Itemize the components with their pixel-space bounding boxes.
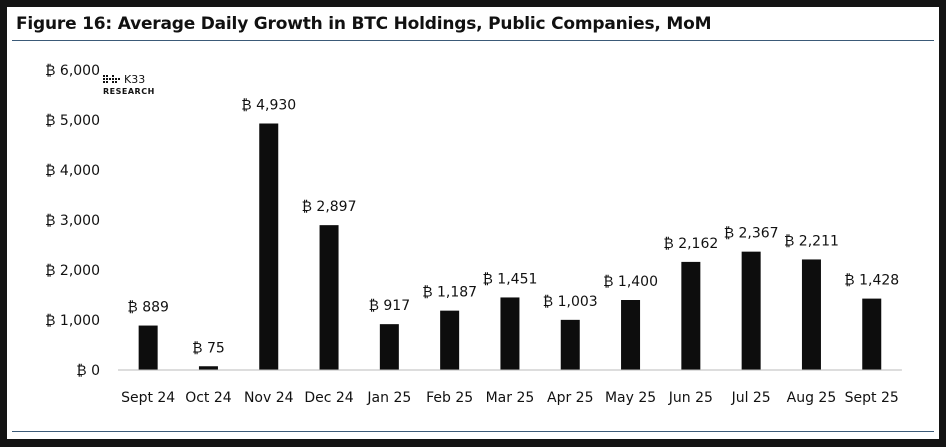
bar: [319, 225, 339, 370]
data-label: ₿ 1,400: [603, 274, 658, 290]
bar: [621, 300, 641, 370]
x-tick-label: Mar 25: [486, 390, 535, 406]
y-tick-label: ₿ 3,000: [45, 213, 100, 229]
x-tick-label: Jun 25: [668, 390, 713, 406]
y-tick-label: ₿ 6,000: [45, 63, 100, 79]
bar: [801, 259, 821, 370]
data-label: ₿ 75: [192, 340, 225, 356]
x-tick-label: Jul 25: [731, 390, 771, 406]
y-tick-label: ₿ 0: [76, 363, 100, 379]
x-tick-label: Sept 24: [121, 390, 175, 406]
bar: [440, 310, 460, 370]
category-labels: Sept 24 Oct 24 Nov 24 Dec 24 Jan 25 Feb 25 Mar…: [121, 390, 899, 406]
x-tick-label: Sept 25: [845, 390, 899, 406]
bar: [681, 261, 701, 370]
bar: [138, 325, 158, 370]
data-label: ₿ 2,211: [784, 233, 839, 249]
chart-title: Figure 16: Average Daily Growth in BTC H…: [16, 14, 712, 34]
k33-logo: K33 RESEARCH: [103, 73, 155, 96]
bar: [560, 319, 580, 370]
data-label: ₿ 4,930: [241, 98, 296, 114]
data-labels: ₿ 889 ₿ 75 ₿ 4,930 ₿ 2,897 ₿ 917 ₿ 1,187 ₿ 1,4…: [127, 98, 899, 357]
x-tick-label: Jan 25: [366, 390, 411, 406]
logo-name: K33: [124, 73, 145, 86]
data-label: ₿ 1,003: [543, 294, 598, 310]
y-tick-label: ₿ 2,000: [45, 263, 100, 279]
logo-sub: RESEARCH: [103, 87, 155, 96]
bars: [138, 123, 882, 370]
y-axis-ticks: ₿ 0 ₿ 1,000 ₿ 2,000 ₿ 3,000 ₿ 4,000 ₿ 5,000 ₿ …: [45, 63, 100, 379]
bar-chart: ₿ 0 ₿ 1,000 ₿ 2,000 ₿ 3,000 ₿ 4,000 ₿ 5,000 ₿ …: [45, 63, 902, 406]
bar: [500, 297, 520, 370]
bar: [379, 324, 399, 370]
data-label: ₿ 917: [369, 298, 411, 314]
bar: [259, 123, 279, 370]
data-label: ₿ 1,451: [482, 271, 537, 287]
x-tick-label: Dec 24: [304, 390, 353, 406]
x-tick-label: Feb 25: [426, 390, 473, 406]
bar: [741, 251, 761, 370]
data-label: ₿ 2,162: [663, 236, 718, 252]
data-label: ₿ 1,428: [844, 273, 899, 289]
x-tick-label: Oct 24: [185, 390, 232, 406]
data-label: ₿ 889: [127, 300, 169, 316]
data-label: ₿ 1,187: [422, 285, 477, 301]
k33-logo-mark-icon: [103, 75, 120, 83]
title-rule: [12, 40, 934, 41]
footer-rule: [12, 431, 934, 432]
data-label: ₿ 2,897: [302, 199, 357, 215]
x-tick-label: Aug 25: [787, 390, 837, 406]
chart-frame: Figure 16: Average Daily Growth in BTC H…: [7, 7, 939, 439]
bar: [862, 298, 882, 370]
y-tick-label: ₿ 1,000: [45, 313, 100, 329]
x-tick-label: May 25: [605, 390, 656, 406]
y-tick-label: ₿ 4,000: [45, 163, 100, 179]
y-tick-label: ₿ 5,000: [45, 113, 100, 129]
bar: [198, 366, 218, 370]
data-label: ₿ 2,367: [724, 226, 779, 242]
x-tick-label: Apr 25: [547, 390, 593, 406]
x-tick-label: Nov 24: [244, 390, 294, 406]
